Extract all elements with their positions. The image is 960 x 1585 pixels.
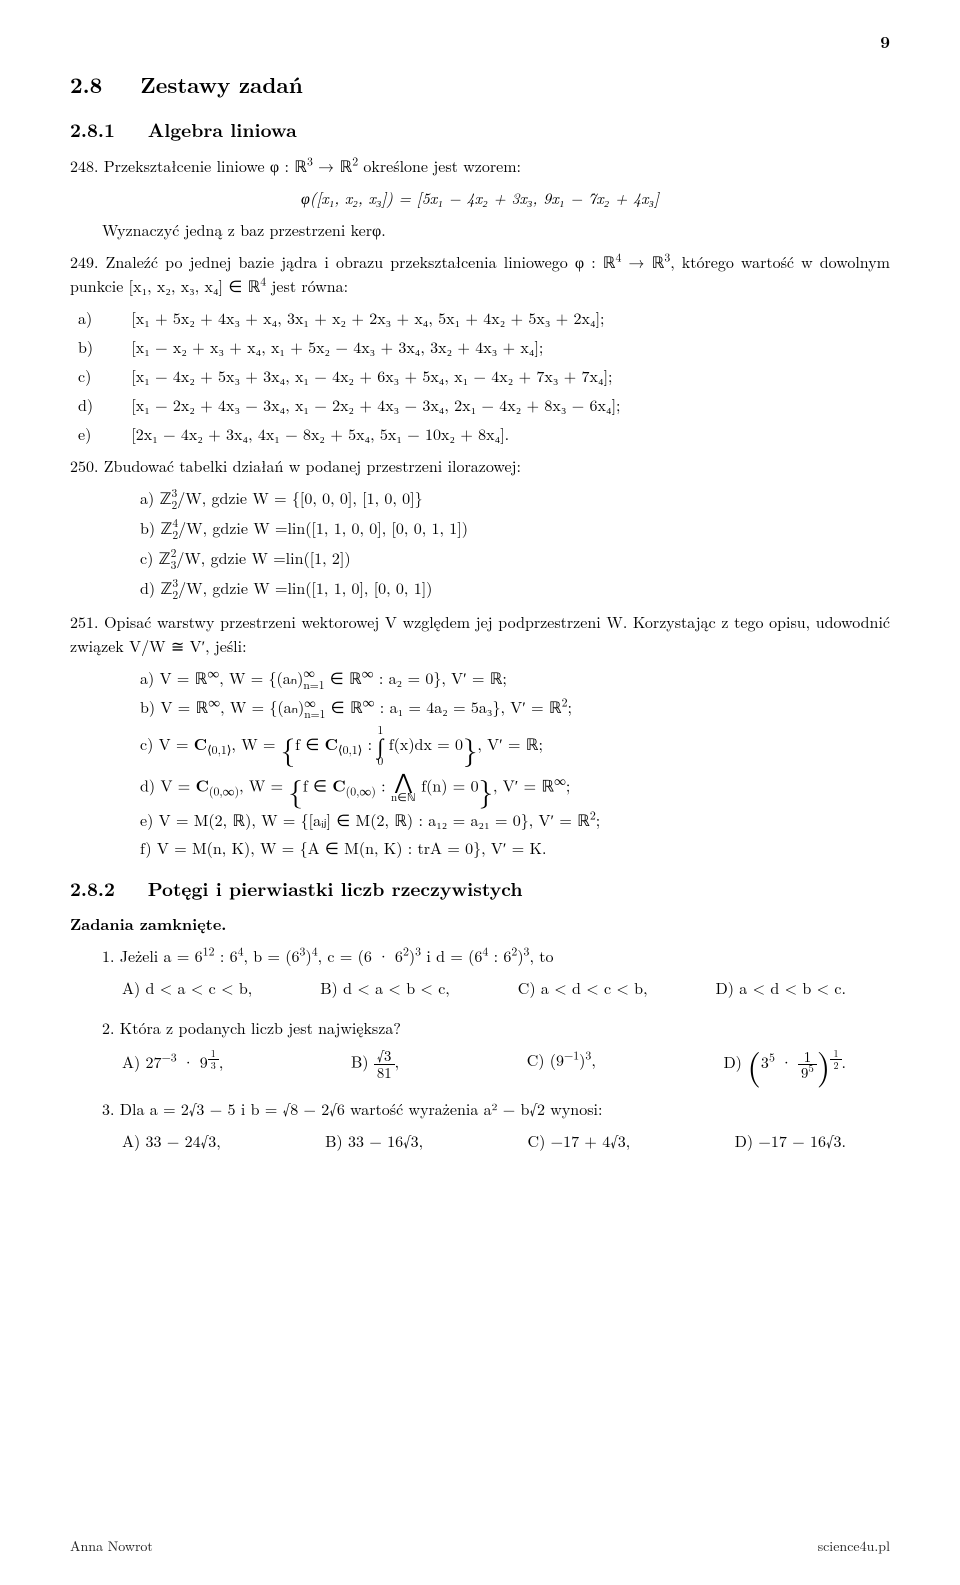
- page-number: 9: [880, 30, 890, 56]
- problem-text: Opisać warstwy przestrzeni wektorowej V …: [70, 610, 890, 657]
- choice-a: A) 33 − 24√3,: [122, 1129, 221, 1153]
- choice-b: B) 33 − 16√3,: [325, 1129, 423, 1153]
- problem-text: Przekształcenie liniowe φ : ℝ3 → ℝ2 okre…: [104, 154, 521, 177]
- problem-248-line2: Wyznaczyć jedną z baz przestrzeni kerφ.: [102, 218, 890, 242]
- problem-249-item-b: b) [x₁ − x₂ + x₃ + x₄, x₁ + 5x₂ − 4x₃ + …: [70, 335, 890, 359]
- closed-problem-2-choices: A) 27−3 · 913, B) √381, C) (9−1)3, D) (3…: [122, 1048, 846, 1080]
- closed-problem-3: 3. Dla a = 2√3 − 5 i b = √8 − 2√6 wartoś…: [122, 1097, 890, 1121]
- problem-250-item-a: a) ℤ32/W, gdzie W = {[0, 0, 0], [1, 0, 0…: [140, 486, 890, 512]
- problem-250-item-c: c) ℤ23/W, gdzie W =lin([1, 2]): [140, 546, 890, 572]
- choice-a: A) d < a < c < b,: [122, 976, 252, 1000]
- closed-problem-2-text: 2. Która z podanych liczb jest największ…: [122, 1016, 890, 1040]
- closed-problem-1-text: 1. Jeżeli a = 612 : 64, b = (63)4, c = (…: [122, 944, 890, 968]
- subsection-title: Potęgi i pierwiastki liczb rzeczywistych: [148, 874, 523, 902]
- problem-number: 251.: [70, 610, 98, 633]
- problem-text: Zbudować tabelki działań w podanej przes…: [104, 454, 521, 477]
- problem-250: 250. Zbudować tabelki działań w podanej …: [70, 454, 890, 478]
- closed-problem-1: 1. Jeżeli a = 612 : 64, b = (63)4, c = (…: [122, 944, 890, 968]
- problem-number: 249.: [70, 250, 98, 273]
- problem-number: 248.: [70, 154, 98, 177]
- subsection2-heading: 2.8.2 Potęgi i pierwiastki liczb rzeczyw…: [70, 874, 890, 903]
- choice-c: C) (9−1)3,: [527, 1048, 596, 1080]
- problem-250-list: a) ℤ32/W, gdzie W = {[0, 0, 0], [1, 0, 0…: [140, 486, 890, 602]
- problem-249-item-d: d) [x₁ − 2x₂ + 4x₃ − 3x₄, x₁ − 2x₂ + 4x₃…: [70, 393, 890, 417]
- problem-number: 250.: [70, 454, 98, 477]
- subsection-title: Algebra liniowa: [148, 115, 297, 143]
- problem-249-item-a: a) [x₁ + 5x₂ + 4x₃ + x₄, 3x₁ + x₂ + 2x₃ …: [70, 306, 890, 330]
- problem-250-item-b: b) ℤ42/W, gdzie W =lin([1, 1, 0, 0], [0,…: [140, 516, 890, 542]
- choice-b: B) √381,: [351, 1048, 399, 1080]
- problem-248: 248. Przekształcenie liniowe φ : ℝ3 → ℝ2…: [70, 154, 890, 178]
- choice-b: B) d < a < b < c,: [320, 976, 450, 1000]
- problem-249: 249. Znaleźć po jednej bazie jądra i obr…: [70, 250, 890, 298]
- footer-site: science4u.pl: [818, 1536, 890, 1557]
- problem-251: 251. Opisać warstwy przestrzeni wektorow…: [70, 610, 890, 658]
- big-wedge-icon: ⋀n∈ℕ: [391, 772, 416, 804]
- problem-251-item-f: f) V = M(n, K), W = {A ∈ M(n, K) : trA =…: [140, 836, 890, 860]
- choice-c: C) a < d < c < b,: [518, 976, 648, 1000]
- subsection-number: 2.8.1: [70, 115, 115, 143]
- footer-author: Anna Nowrot: [70, 1536, 153, 1557]
- subsection-number: 2.8.2: [70, 874, 115, 902]
- closed-problem-2: 2. Która z podanych liczb jest największ…: [122, 1016, 890, 1040]
- page-footer: Anna Nowrot science4u.pl: [70, 1536, 890, 1557]
- choice-a: A) 27−3 · 913,: [122, 1048, 223, 1080]
- problem-251-item-c: c) V = C⟨0,1⟩, W = {f ∈ C⟨0,1⟩ : 1∫0 f(x…: [140, 725, 890, 768]
- problem-250-item-d: d) ℤ32/W, gdzie W =lin([1, 1, 0], [0, 0,…: [140, 576, 890, 602]
- section-title: Zestawy zadań: [140, 69, 303, 100]
- problem-251-list: a) V = ℝ∞, W = {(aₙ)∞n=1 ∈ ℝ∞ : a₂ = 0},…: [140, 666, 890, 860]
- problem-251-item-a: a) V = ℝ∞, W = {(aₙ)∞n=1 ∈ ℝ∞ : a₂ = 0},…: [140, 666, 890, 692]
- problem-text: Znaleźć po jednej bazie jądra i obrazu p…: [70, 250, 890, 297]
- problem-251-item-e: e) V = M(2, ℝ), W = {[aᵢⱼ] ∈ M(2, ℝ) : a…: [140, 808, 890, 832]
- choice-d: D) a < d < b < c.: [716, 976, 846, 1000]
- problem-251-item-b: b) V = ℝ∞, W = {(aₙ)∞n=1 ∈ ℝ∞ : a₁ = 4a₂…: [140, 695, 890, 721]
- closed-problem-1-choices: A) d < a < c < b, B) d < a < b < c, C) a…: [122, 976, 846, 1000]
- problem-249-item-e: e) [2x₁ − 4x₂ + 3x₄, 4x₁ − 8x₂ + 5x₄, 5x…: [70, 422, 890, 446]
- subsection-heading: 2.8.1 Algebra liniowa: [70, 115, 890, 144]
- section-number: 2.8: [70, 69, 102, 100]
- choice-d: D) (35 · 195)12.: [723, 1048, 846, 1080]
- problem-251-item-d: d) V = C(0,∞), W = {f ∈ C(0,∞) : ⋀n∈ℕ f(…: [140, 772, 890, 804]
- closed-problems-heading: Zadania zamknięte.: [70, 912, 890, 936]
- problem-249-item-c: c) [x₁ − 4x₂ + 5x₃ + 3x₄, x₁ − 4x₂ + 6x₃…: [70, 364, 890, 388]
- choice-d: D) −17 − 16√3.: [735, 1129, 846, 1153]
- closed-problem-3-text: 3. Dla a = 2√3 − 5 i b = √8 − 2√6 wartoś…: [122, 1097, 890, 1121]
- section-heading: 2.8 Zestawy zadań: [70, 68, 890, 101]
- closed-problem-3-choices: A) 33 − 24√3, B) 33 − 16√3, C) −17 + 4√3…: [122, 1129, 846, 1153]
- display-equation: φ([x₁, x₂, x₃]) = [5x₁ − 4x₂ + 3x₃, 9x₁ …: [70, 186, 890, 210]
- choice-c: C) −17 + 4√3,: [528, 1129, 631, 1153]
- page: 9 2.8 Zestawy zadań 2.8.1 Algebra liniow…: [0, 0, 960, 1585]
